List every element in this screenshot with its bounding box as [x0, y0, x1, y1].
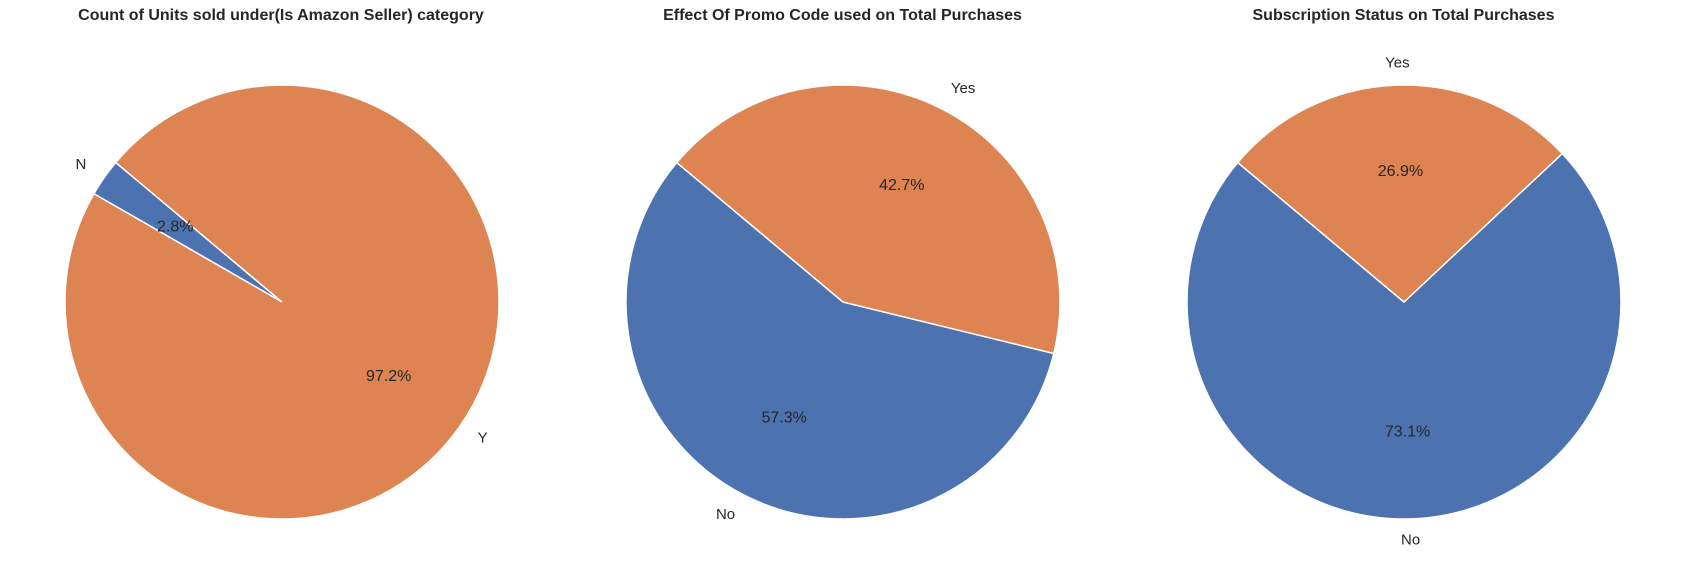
slice-percent-label: 2.8%	[157, 219, 193, 236]
pie-slice-yes	[1236, 84, 1564, 304]
slice-percent-label: 26.9%	[1378, 163, 1423, 180]
pie-panel-promo-code: Effect Of Promo Code used on Total Purch…	[562, 0, 1123, 583]
slice-category-label: No	[1401, 532, 1420, 549]
slice-category-label: No	[716, 506, 735, 523]
pie-slice-yes	[675, 84, 1061, 355]
chart-title: Subscription Status on Total Purchases	[1252, 7, 1555, 24]
slice-percent-label: 57.3%	[761, 409, 806, 426]
chart-title: Count of Units sold under(Is Amazon Sell…	[78, 7, 484, 24]
slice-category-label: Yes	[1385, 54, 1409, 71]
slice-percent-label: 42.7%	[879, 177, 924, 194]
slice-category-label: N	[76, 156, 87, 173]
pie-panel-amazon-seller: Count of Units sold under(Is Amazon Sell…	[0, 0, 562, 583]
pie-slice-y	[64, 84, 500, 520]
chart-title: Effect Of Promo Code used on Total Purch…	[663, 7, 1022, 24]
pie-chart-svg: No 57.3% Yes 42.7%	[625, 80, 1061, 523]
pie-panel-subscription: Subscription Status on Total Purchases N…	[1123, 0, 1684, 583]
pie-slice-no	[1186, 152, 1622, 520]
pie-chart-svg: N 2.8% Y 97.2%	[64, 84, 500, 520]
slice-percent-label: 73.1%	[1385, 423, 1430, 440]
pie-chart-svg: No 73.1% Yes 26.9%	[1186, 54, 1622, 549]
pie-slice-no	[625, 161, 1055, 520]
slice-category-label: Y	[478, 430, 488, 447]
slice-category-label: Yes	[951, 80, 975, 97]
slice-percent-label: 97.2%	[366, 368, 411, 385]
